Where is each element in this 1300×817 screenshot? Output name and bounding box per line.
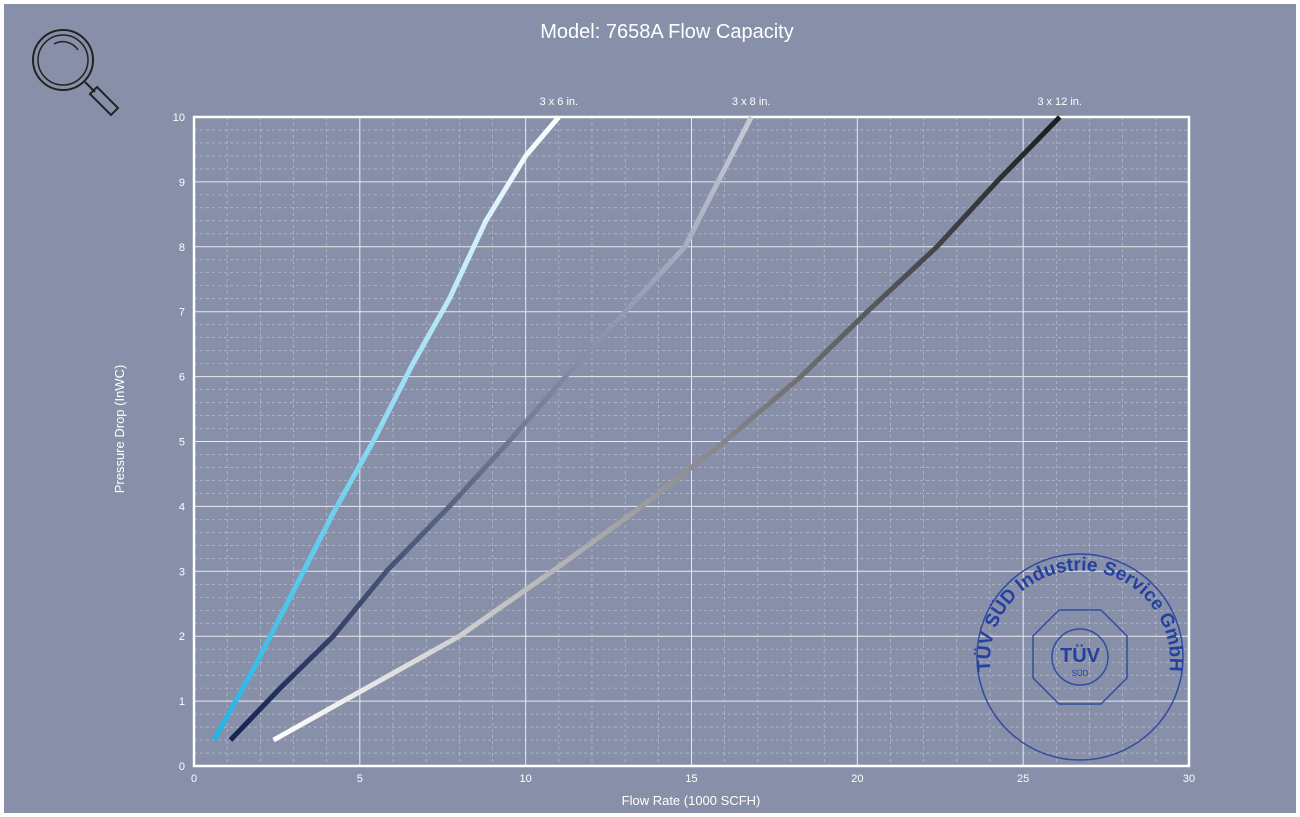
- series-label: 3 x 8 in.: [732, 96, 771, 108]
- y-tick-label: 9: [179, 177, 185, 189]
- series-label: 3 x 6 in.: [540, 96, 579, 108]
- series-labels: 3 x 6 in. 3 x 8 in. 3 x 12 in.: [540, 96, 1082, 108]
- stamp-logo-text: TÜV: [1060, 644, 1101, 667]
- x-tick-label: 0: [191, 773, 197, 785]
- y-tick-label: 10: [173, 112, 185, 124]
- y-tick-label: 4: [179, 501, 185, 513]
- x-tick-label: 15: [685, 773, 697, 785]
- axis-ticks: 0 5 10 15 20 25 30 0 1 2 3 4 5 6 7 8 9 10: [173, 112, 1195, 785]
- x-tick-label: 5: [357, 773, 363, 785]
- y-tick-label: 7: [179, 307, 185, 319]
- y-axis-label: Pressure Drop (InWC): [112, 365, 127, 494]
- magnifier-icon[interactable]: [32, 29, 120, 117]
- tuv-stamp: TÜV SÜD Industrie Service GmbH TÜV SÜD: [974, 553, 1186, 761]
- series-label: 3 x 12 in.: [1037, 96, 1082, 108]
- series-line: [272, 115, 1062, 743]
- series-lines: [211, 115, 1062, 743]
- chart-svg: Model: 7658A Flow Capacity 0 5 10 15 20 25 300…: [32, 21, 1195, 808]
- x-axis-label: Flow Rate (1000 SCFH): [622, 793, 761, 808]
- x-tick-label: 25: [1017, 773, 1029, 785]
- y-tick-label: 5: [179, 437, 185, 449]
- plot-border: [192, 115, 1191, 768]
- y-tick-label: 0: [179, 761, 185, 773]
- grid: [192, 115, 1191, 768]
- y-tick-label: 1: [179, 696, 185, 708]
- series-line: [228, 115, 754, 742]
- y-tick-label: 2: [179, 631, 185, 643]
- chart-title: Model: 7658A Flow Capacity: [540, 21, 793, 43]
- y-tick-label: 6: [179, 372, 185, 384]
- chart-frame: Model: 7658A Flow Capacity 0 5 10 15 20 25 30 0…: [4, 4, 1296, 813]
- stamp-sub-text: SÜD: [1072, 669, 1089, 678]
- x-tick-label: 30: [1183, 773, 1195, 785]
- y-tick-label: 8: [179, 242, 185, 254]
- x-tick-label: 20: [851, 773, 863, 785]
- x-tick-label: 10: [520, 773, 532, 785]
- series-line: [211, 115, 561, 742]
- y-tick-label: 3: [179, 566, 185, 578]
